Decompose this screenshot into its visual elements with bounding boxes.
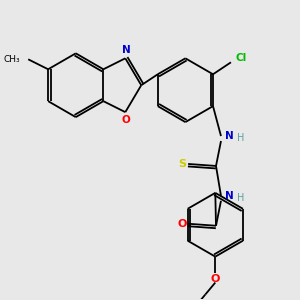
Text: S: S [178,159,186,169]
Text: CH₃: CH₃ [4,55,20,64]
Text: N: N [225,191,233,201]
Text: O: O [177,219,187,229]
Text: H: H [237,193,244,203]
Text: O: O [211,274,220,284]
Text: Cl: Cl [235,53,247,63]
Text: H: H [237,133,244,143]
Text: N: N [225,131,233,141]
Text: N: N [122,45,131,55]
Text: O: O [122,115,131,125]
